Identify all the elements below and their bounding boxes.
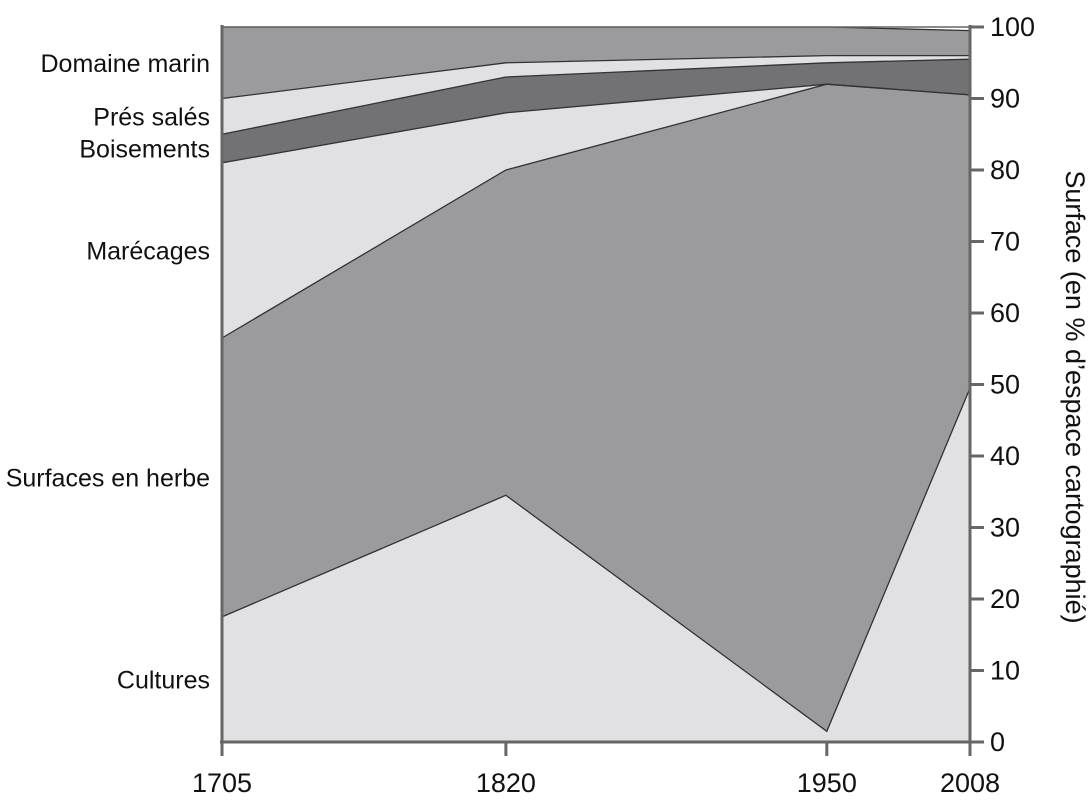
area-bands	[222, 27, 970, 742]
band-labels: Cultures Surfaces en herbe Marécages Boisem…	[6, 50, 210, 695]
y-tick-label: 0	[990, 727, 1005, 757]
area-surfaces-en-herbe	[222, 84, 970, 732]
x-tick-label: 2008	[940, 768, 1000, 798]
y-tick-label: 70	[990, 227, 1020, 257]
area-cultures	[222, 388, 970, 742]
x-tick-label: 1705	[192, 768, 252, 798]
band-label-domaine-marin: Domaine marin	[40, 50, 210, 78]
boundary-pres-sales	[221, 54, 970, 100]
boundary-marecages	[221, 83, 971, 164]
y-tick-label: 80	[990, 155, 1020, 185]
y-tick-label: 60	[990, 298, 1020, 328]
y-tick-label: 90	[990, 84, 1020, 114]
y-tick-label: 50	[990, 370, 1020, 400]
band-label-cultures: Cultures	[117, 666, 210, 694]
band-label-boisements: Boisements	[79, 136, 210, 164]
band-label-surfaces-en-herbe: Surfaces en herbe	[6, 464, 210, 492]
area-domaine-marin	[222, 27, 970, 99]
band-label-pres-sales: Prés salés	[93, 103, 210, 131]
area-boisements	[222, 59, 970, 163]
y-tick-label: 100	[990, 12, 1035, 42]
x-tick-label: 1950	[797, 768, 857, 798]
y-axis-title: Surface (en % d’espace cartographié)	[1060, 170, 1089, 623]
x-tick-label: 1820	[476, 768, 536, 798]
band-label-marecages: Marécages	[86, 237, 210, 265]
area-marecages	[222, 84, 970, 338]
boundary-cultures	[221, 387, 971, 733]
y-tick-label: 30	[990, 513, 1020, 543]
y-tick-label: 40	[990, 441, 1020, 471]
y-tick-label: 20	[990, 584, 1020, 614]
axes: 0 10 20 30 40 50 60 70 80 90 100 1705 1820 1950 2008	[192, 12, 1035, 798]
y-tick-label: 10	[990, 656, 1020, 686]
boundary-boisements	[221, 58, 971, 135]
